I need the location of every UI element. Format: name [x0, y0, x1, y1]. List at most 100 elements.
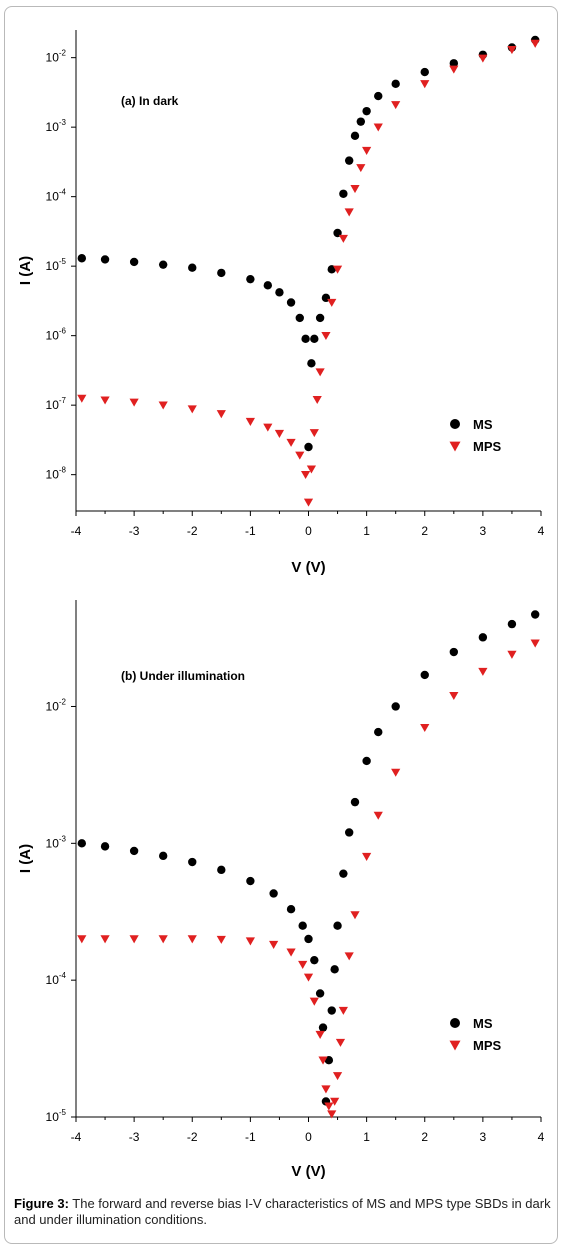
x-tick-label: 0	[305, 524, 312, 538]
series-mps	[77, 39, 540, 507]
data-point-ms	[307, 359, 316, 368]
caption-text: The forward and reverse bias I-V charact…	[14, 1196, 551, 1227]
data-point-mps	[187, 935, 197, 944]
data-point-mps	[449, 65, 459, 74]
data-point-ms	[344, 156, 354, 165]
data-point-mps	[77, 935, 87, 944]
data-point-mps	[373, 811, 383, 820]
data-point-mps	[362, 852, 372, 861]
data-point-ms	[275, 288, 284, 297]
data-point-ms	[158, 260, 168, 269]
panel-title: (a) In dark	[121, 94, 179, 108]
x-tick-label: -1	[245, 1130, 256, 1144]
data-point-mps	[77, 394, 87, 403]
data-point-ms	[391, 702, 400, 711]
legend-marker-ms	[450, 419, 460, 429]
data-point-mps	[321, 1085, 331, 1094]
data-point-ms	[362, 106, 371, 116]
data-point-ms	[246, 274, 255, 284]
data-point-mps	[332, 1072, 343, 1081]
data-point-ms	[263, 281, 273, 290]
data-point-ms	[420, 67, 429, 77]
data-point-mps	[478, 667, 488, 676]
x-tick-label: 1	[363, 524, 370, 538]
data-point-ms	[246, 876, 255, 886]
data-point-mps	[344, 952, 354, 961]
data-point-mps	[507, 46, 517, 55]
data-point-mps	[263, 423, 273, 432]
x-axis-title: V (V)	[291, 559, 325, 576]
chart-panel-b: -4 -3 -2 -1 0 1 2 3 4 10-5 10-4 10-3 10-2 V (V) I (A) (…	[17, 600, 545, 1180]
y-tick-label: 10-4	[46, 188, 67, 204]
x-tick-label: -4	[71, 524, 82, 538]
series-ms	[77, 610, 540, 1106]
figure-caption: Figure 3: The forward and reverse bias I…	[14, 1196, 552, 1228]
data-point-mps	[327, 298, 337, 307]
data-point-mps	[216, 935, 226, 944]
data-point-mps	[318, 1056, 328, 1065]
data-point-ms	[391, 79, 400, 89]
data-point-ms	[449, 59, 459, 68]
y-tick-label: 10-2	[46, 49, 67, 65]
data-point-ms	[356, 117, 366, 126]
y-tick-label: 10-3	[46, 834, 67, 850]
legend: MS MPS	[449, 1016, 502, 1053]
data-point-mps	[478, 54, 488, 63]
data-point-mps	[350, 911, 360, 920]
data-point-ms	[315, 313, 325, 323]
data-point-mps	[338, 234, 348, 243]
data-point-mps	[286, 948, 296, 957]
x-tick-label: 0	[305, 1130, 312, 1144]
x-tick-label: -2	[187, 1130, 198, 1144]
data-point-ms	[362, 756, 371, 766]
x-tick-label: -2	[187, 524, 198, 538]
x-tick-label: 3	[480, 524, 487, 538]
data-point-ms	[304, 934, 313, 944]
data-point-mps	[356, 164, 366, 173]
data-point-ms	[374, 91, 383, 101]
data-point-mps	[321, 331, 331, 341]
panel-title: (b) Under illumination	[121, 669, 245, 683]
data-point-mps	[530, 639, 540, 648]
legend-label-ms: MS	[473, 417, 493, 432]
data-point-mps	[298, 960, 308, 969]
data-point-mps	[330, 1097, 340, 1106]
data-point-ms	[100, 842, 110, 851]
data-point-mps	[303, 973, 314, 982]
data-point-ms	[77, 839, 87, 848]
legend-label-mps: MPS	[473, 1038, 502, 1053]
x-tick-label: 2	[421, 1130, 428, 1144]
data-point-ms	[269, 889, 278, 898]
x-tick-label: 1	[363, 1130, 370, 1144]
x-tick-label: 3	[480, 1130, 487, 1144]
data-point-mps	[391, 101, 401, 110]
data-point-ms	[158, 851, 168, 861]
y-tick-label: 10-5	[46, 1108, 67, 1124]
legend-marker-ms	[450, 1018, 460, 1028]
data-point-ms	[344, 828, 354, 837]
data-point-ms	[298, 921, 307, 930]
data-point-mps	[327, 1110, 337, 1119]
data-point-ms	[507, 619, 517, 629]
data-point-ms	[478, 633, 488, 642]
series-ms	[77, 35, 540, 452]
x-tick-label: 4	[538, 1130, 545, 1144]
data-point-ms	[77, 254, 87, 263]
data-point-ms	[286, 298, 296, 307]
data-point-ms	[129, 257, 139, 267]
data-point-ms	[304, 442, 313, 452]
legend-label-ms: MS	[473, 1016, 493, 1031]
data-point-mps	[274, 429, 285, 438]
data-point-mps	[420, 723, 430, 733]
data-point-ms	[420, 670, 429, 680]
legend: MS MPS	[449, 417, 502, 454]
data-point-ms	[310, 334, 319, 344]
legend-label-mps: MPS	[473, 439, 502, 454]
data-point-mps	[391, 768, 401, 777]
data-point-ms	[339, 869, 348, 878]
data-point-ms	[318, 1023, 328, 1032]
data-point-mps	[335, 1038, 346, 1047]
data-point-mps	[100, 396, 110, 405]
data-point-mps	[324, 1102, 334, 1111]
y-tick-label: 10-7	[46, 396, 67, 412]
